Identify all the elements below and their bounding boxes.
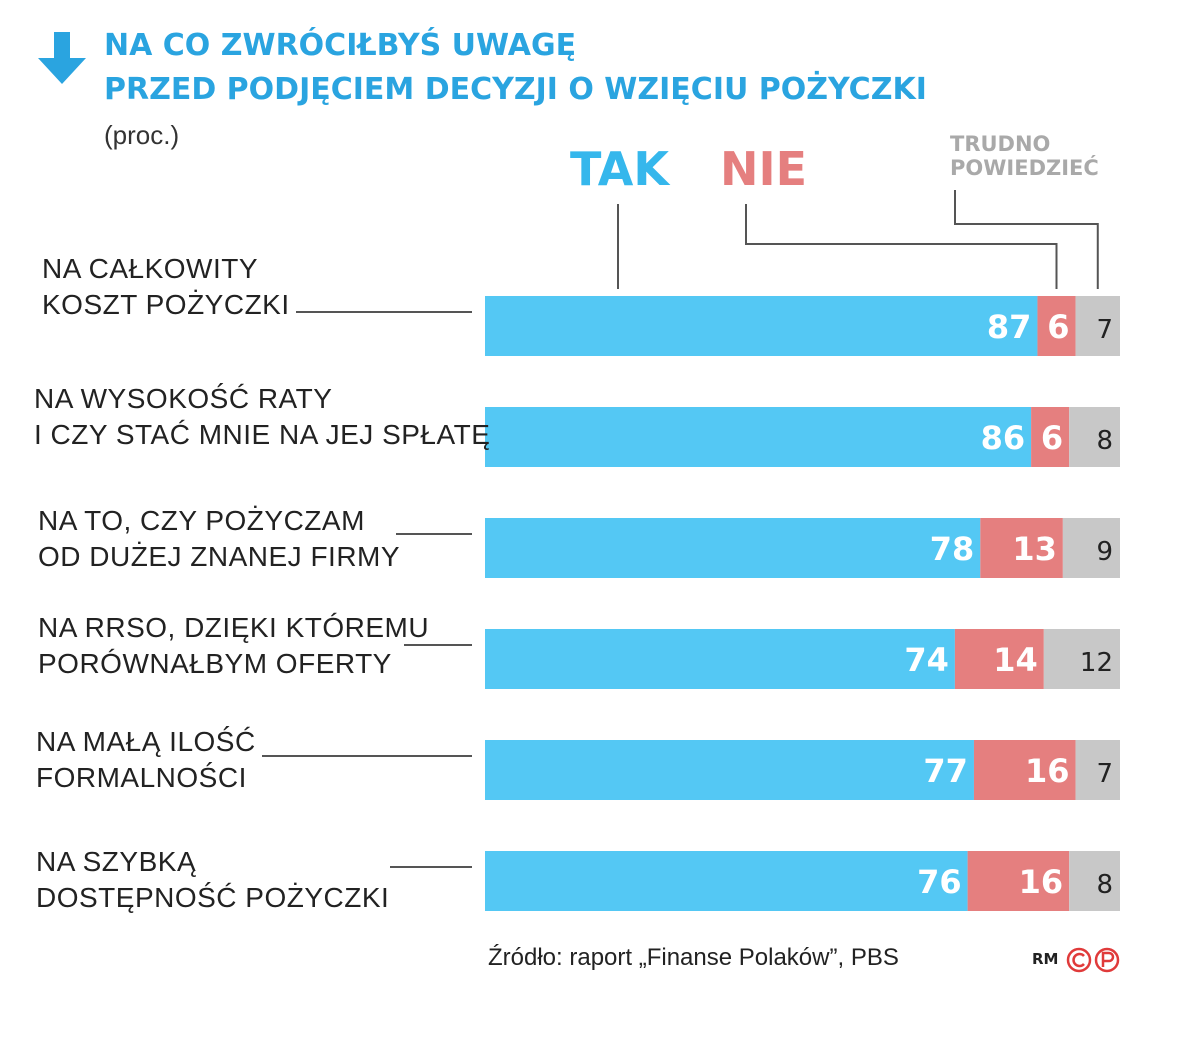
value-label-nie-2: 6 bbox=[1041, 419, 1063, 457]
chart-title-line-1: NA CO ZWRÓCIŁBYŚ UWAGĘ bbox=[104, 28, 577, 63]
category-label-4-line-2: PORÓWNAŁBYM OFERTY bbox=[38, 648, 392, 679]
value-label-tak-1: 87 bbox=[987, 308, 1032, 346]
category-label-6-line-1: NA SZYBKĄ bbox=[36, 846, 197, 877]
value-label-trudno-2: 8 bbox=[1096, 426, 1113, 456]
value-label-tak-6: 76 bbox=[917, 863, 962, 901]
bar-nie-4 bbox=[954, 629, 1044, 689]
category-label-1-line-2: KOSZT POŻYCZKI bbox=[42, 289, 290, 320]
legend-tak: TAK bbox=[570, 142, 670, 196]
value-label-tak-5: 77 bbox=[923, 752, 968, 790]
value-label-trudno-5: 7 bbox=[1096, 759, 1113, 789]
category-label-6-line-2: DOSTĘPNOŚĆ POŻYCZKI bbox=[36, 882, 390, 913]
unit-label: (proc.) bbox=[104, 120, 180, 150]
value-label-tak-4: 74 bbox=[904, 641, 949, 679]
legend-trudno-line-2: POWIEDZIEĆ bbox=[950, 156, 1099, 180]
value-label-tak-3: 78 bbox=[930, 530, 975, 568]
credit-rm: RM bbox=[1032, 950, 1059, 968]
bar-tak-2 bbox=[485, 407, 1032, 467]
bar-nie-2 bbox=[1031, 407, 1070, 467]
value-label-nie-5: 16 bbox=[1025, 752, 1070, 790]
category-label-2: NA WYSOKOŚĆ RATY I CZY STAĆ MNIE NA JEJ S… bbox=[34, 381, 490, 453]
bar-tak-3 bbox=[485, 518, 981, 578]
chart-title-line-2: PRZED PODJĘCIEM DECYZJI O WZIĘCIU POŻYCZ… bbox=[104, 72, 927, 107]
chart-title: NA CO ZWRÓCIŁBYŚ UWAGĘ PRZED PODJĘCIEM D… bbox=[104, 24, 927, 112]
value-label-trudno-6: 8 bbox=[1096, 870, 1113, 900]
bar-tak-4 bbox=[485, 629, 955, 689]
connector-trudno bbox=[954, 190, 1099, 289]
category-label-6: NA SZYBKĄ DOSTĘPNOŚĆ POŻYCZKI bbox=[36, 844, 389, 916]
legend-trudno-powiedziec: TRUDNO POWIEDZIEĆ bbox=[950, 132, 1099, 180]
bar-trudno-1 bbox=[1075, 296, 1120, 356]
bar-tak-5 bbox=[485, 740, 974, 800]
value-label-trudno-3: 9 bbox=[1096, 537, 1113, 567]
category-label-5: NA MAŁĄ ILOŚĆ FORMALNOŚCI bbox=[36, 724, 256, 796]
bar-nie-5 bbox=[973, 740, 1076, 800]
category-label-5-line-1: NA MAŁĄ ILOŚĆ bbox=[36, 726, 256, 757]
category-label-3-line-2: OD DUŻEJ ZNANEJ FIRMY bbox=[38, 541, 401, 572]
value-label-nie-6: 16 bbox=[1019, 863, 1064, 901]
value-label-nie-1: 6 bbox=[1047, 308, 1069, 346]
copyright-icon bbox=[1066, 947, 1092, 973]
bar-trudno-6 bbox=[1069, 851, 1120, 911]
category-label-1-line-1: NA CAŁKOWITY bbox=[42, 253, 259, 284]
legend-connectors bbox=[617, 190, 1099, 289]
category-label-4: NA RRSO, DZIĘKI KTÓREMU PORÓWNAŁBYM OFERT… bbox=[38, 610, 429, 682]
legend-nie: NIE bbox=[720, 142, 808, 196]
credit-mark: RM bbox=[1032, 946, 1122, 974]
value-label-tak-2: 86 bbox=[981, 419, 1026, 457]
category-label-1: NA CAŁKOWITY KOSZT POŻYCZKI bbox=[42, 251, 290, 323]
category-label-2-line-2: I CZY STAĆ MNIE NA JEJ SPŁATĘ bbox=[34, 419, 491, 450]
bar-tak-1 bbox=[485, 296, 1038, 356]
category-label-5-line-2: FORMALNOŚCI bbox=[36, 762, 247, 793]
arrow-down-icon bbox=[38, 32, 86, 84]
value-label-trudno-4: 12 bbox=[1080, 648, 1113, 678]
bar-trudno-2 bbox=[1069, 407, 1120, 467]
p-icon bbox=[1094, 947, 1120, 973]
bar-nie-3 bbox=[980, 518, 1063, 578]
category-label-3-line-1: NA TO, CZY POŻYCZAM bbox=[38, 505, 365, 536]
legend-trudno-line-1: TRUDNO bbox=[950, 132, 1051, 156]
bar-trudno-5 bbox=[1075, 740, 1120, 800]
source-note: Źródło: raport „Finanse Polaków”, PBS bbox=[488, 944, 899, 971]
value-label-trudno-1: 7 bbox=[1096, 315, 1113, 345]
category-label-3: NA TO, CZY POŻYCZAM OD DUŻEJ ZNANEJ FIRMY bbox=[38, 503, 400, 575]
value-label-nie-4: 14 bbox=[993, 641, 1038, 679]
category-label-2-line-1: NA WYSOKOŚĆ RATY bbox=[34, 383, 333, 414]
connector-nie bbox=[745, 204, 1058, 289]
bar-tak-6 bbox=[485, 851, 968, 911]
bar-trudno-3 bbox=[1062, 518, 1120, 578]
bar-trudno-4 bbox=[1043, 629, 1120, 689]
bar-nie-1 bbox=[1037, 296, 1076, 356]
bar-nie-6 bbox=[967, 851, 1070, 911]
value-label-nie-3: 13 bbox=[1012, 530, 1057, 568]
category-label-4-line-1: NA RRSO, DZIĘKI KTÓREMU bbox=[38, 612, 430, 643]
